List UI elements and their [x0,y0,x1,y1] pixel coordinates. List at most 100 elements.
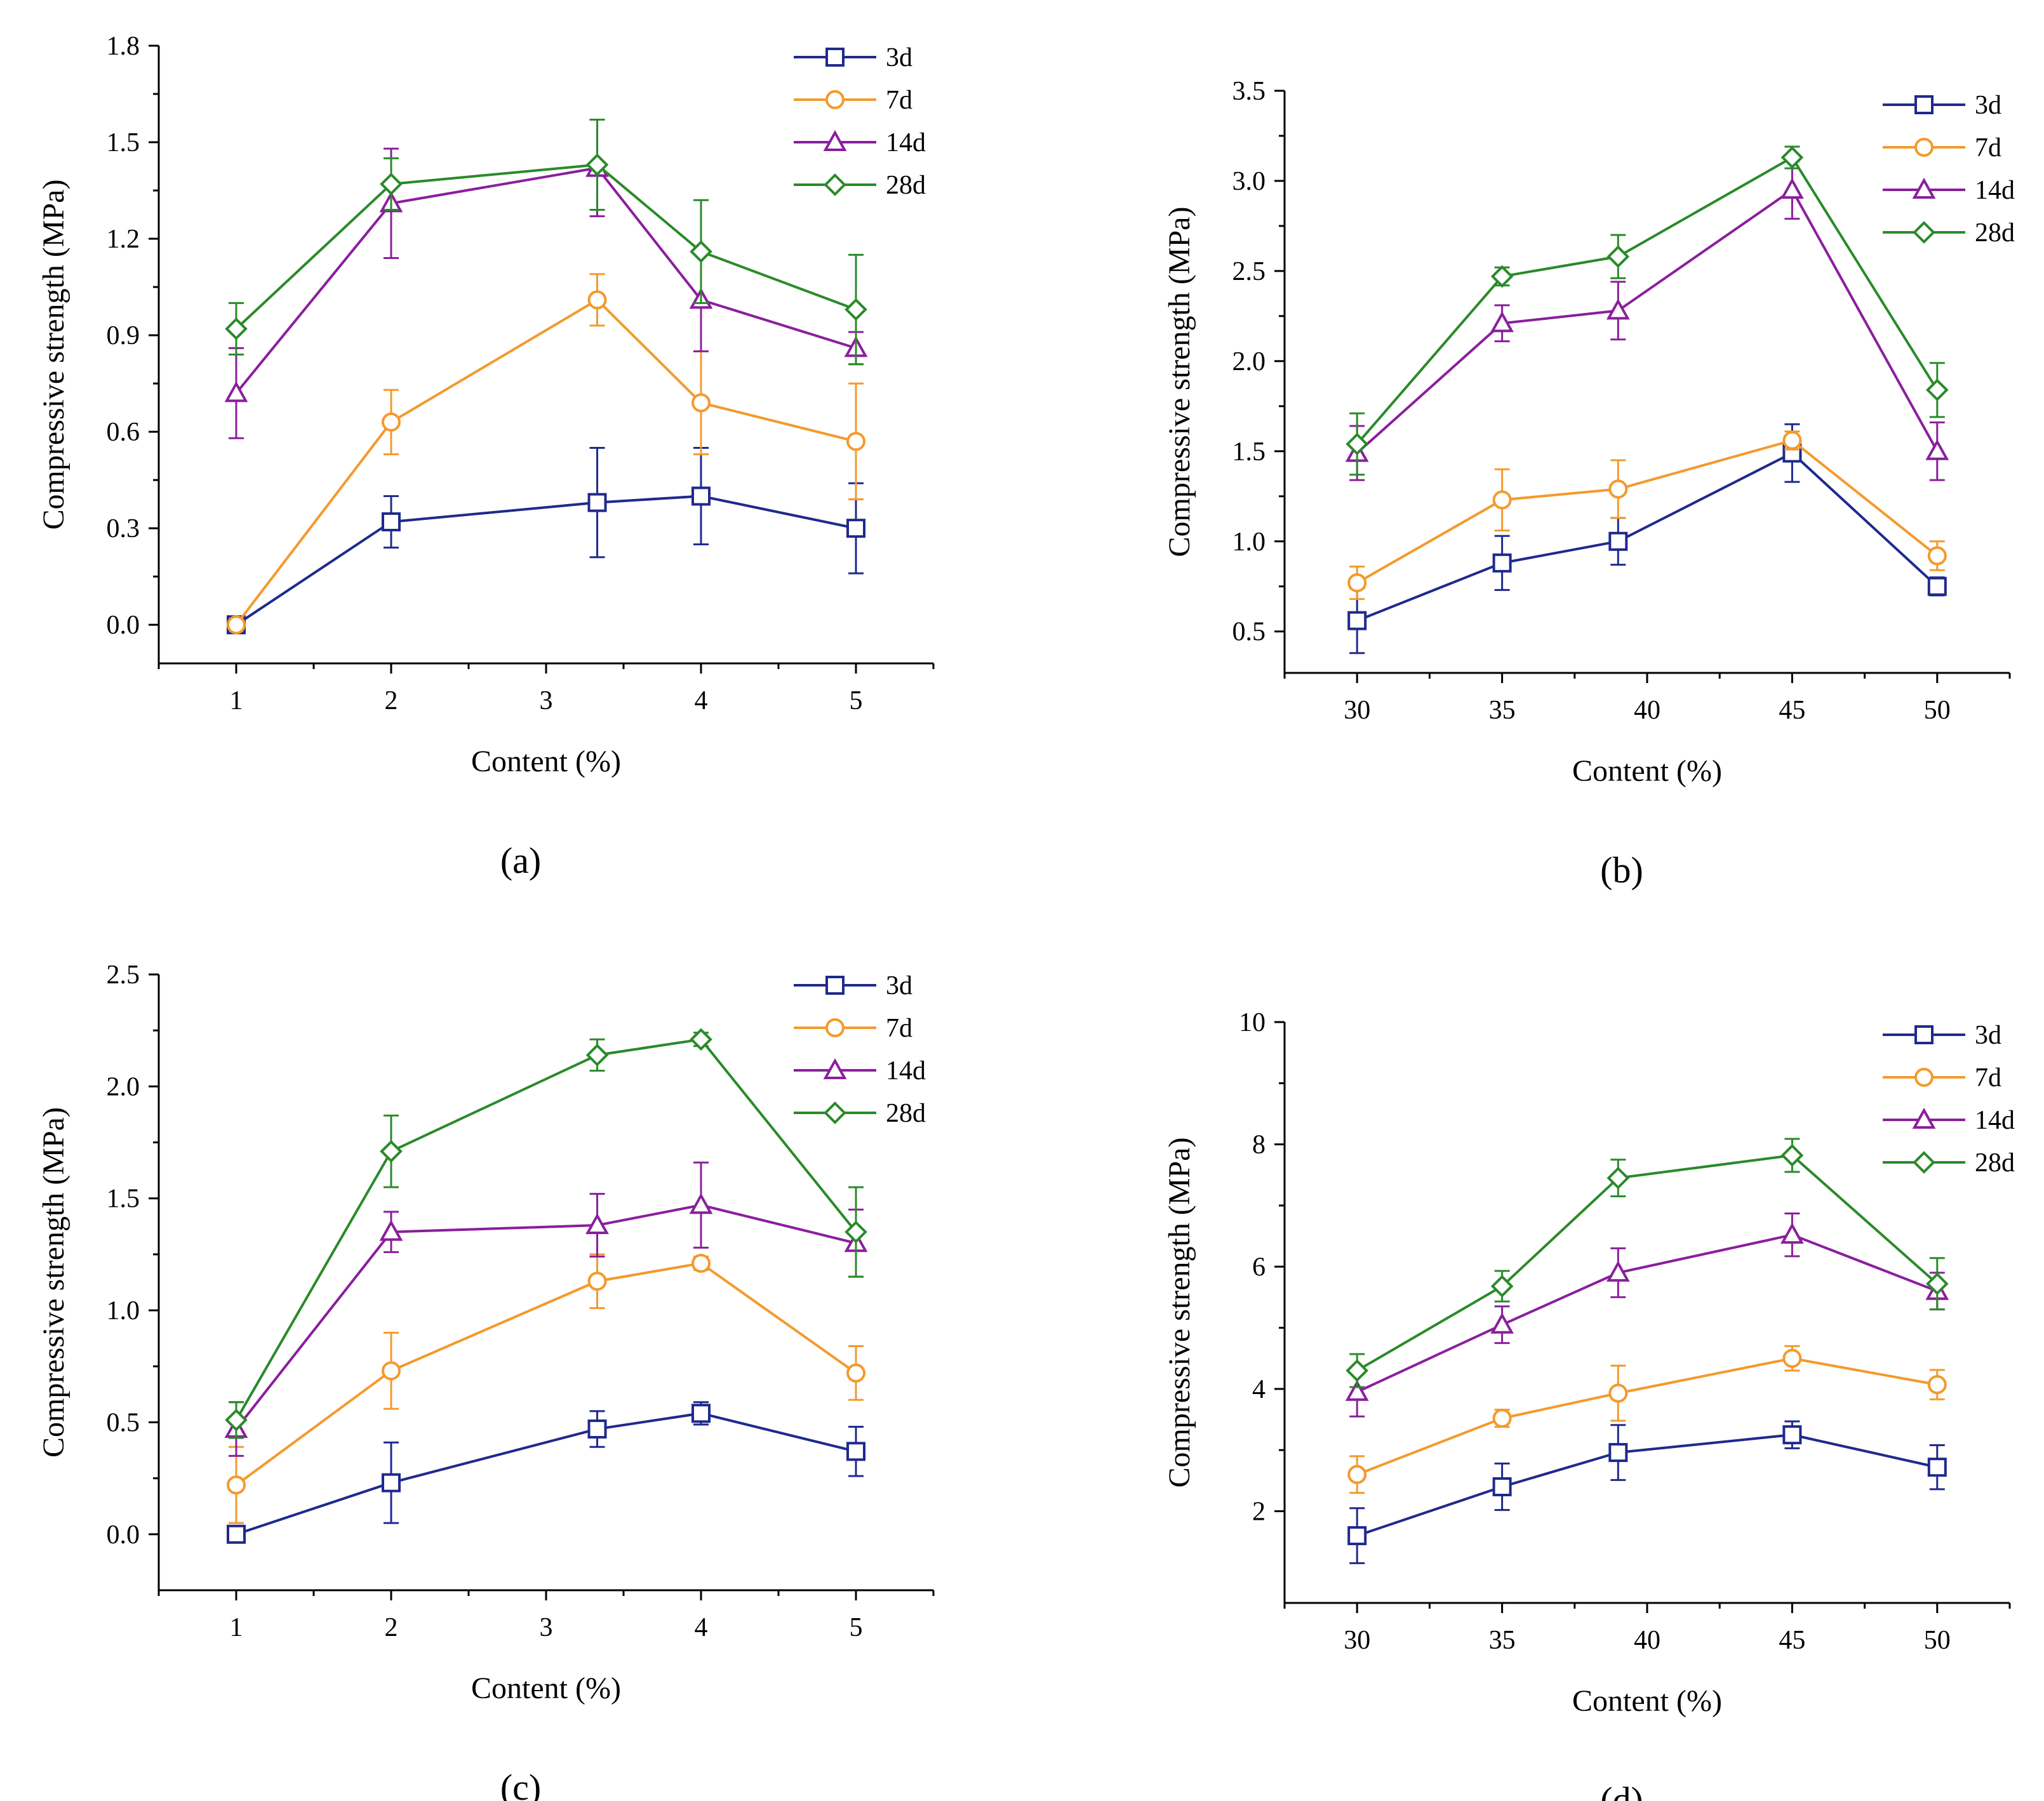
data-point [225,317,248,340]
data-point [227,1475,246,1495]
series-line [235,298,857,626]
data-point [1608,531,1628,551]
data-point [1606,1260,1630,1282]
y-tick-label: 10 [1239,1008,1266,1037]
legend-entry: 28d [794,171,926,200]
series-line [236,1412,857,1536]
series-line [1356,439,1939,584]
chart-panel-a: 0.0 0.3 0.6 0.9 1.2 1.5 1.8 1 2 3 4 5 Content (%) Com… [37,32,935,881]
y-tick-label: 8 [1252,1131,1266,1160]
x-tick-label: 50 [1924,696,1951,725]
data-point [1608,1443,1628,1463]
x-axis-label: Content (%) [471,745,621,778]
legend-marker [1914,1025,1934,1044]
legend-entry: 3d [1883,91,2001,120]
x-tick-label: 4 [695,1613,708,1642]
x-tick-label: 2 [385,1613,398,1642]
series-3d [227,1401,865,1544]
legend-marker [1913,221,1935,244]
data-point [227,1524,246,1544]
y-tick-label: 3.0 [1232,167,1266,196]
legend-label: 28d [886,171,926,200]
y-tick-label: 2.5 [107,960,140,990]
legend-marker [825,48,845,67]
y-tick-label: 1.5 [107,1185,140,1214]
y-axis-label: Compressive strength (MPa) [37,1107,70,1458]
chart-panel-c: 0.0 0.5 1.0 1.5 2.0 2.5 1 2 3 4 5 Content (%) Compre… [37,960,935,1801]
data-point [1490,265,1514,288]
data-point [1927,1375,1947,1395]
data-point [587,1419,607,1439]
x-tick-label: 30 [1344,696,1370,725]
data-point [689,1193,713,1214]
y-tick-label: 0.0 [107,611,140,640]
series-14d [224,119,868,439]
series-14d [1345,160,1949,481]
data-point [1492,1477,1512,1496]
legend-label: 7d [886,1014,912,1043]
legend-marker [1912,1107,1936,1129]
data-point [1492,1409,1512,1428]
data-point [1345,1379,1369,1401]
x-tick-label: 1 [230,1613,243,1642]
x-tick-label: 45 [1779,1626,1805,1655]
legend-label: 7d [1975,133,2001,163]
x-tick-label: 30 [1344,1626,1370,1655]
data-point [380,1140,403,1163]
legend-entry: 14d [1883,1106,2015,1135]
series-line [1356,1433,1938,1537]
y-tick-label: 0.0 [107,1520,140,1550]
legend-marker [825,1018,845,1037]
data-point [845,298,867,321]
y-axis-label: Compressive strength (MPa) [1163,207,1196,557]
legend-entry: 14d [794,1056,926,1086]
data-point [1492,490,1512,510]
data-point [1782,430,1802,450]
legend-label: 14d [1975,1106,2015,1135]
series-line [235,1038,857,1421]
data-point [1782,1348,1802,1368]
data-point [1925,378,1949,402]
legend-marker [1913,1151,1935,1174]
y-tick-label: 2.0 [1232,347,1266,376]
y-tick-label: 1.0 [1232,528,1266,557]
data-point [225,1409,248,1432]
series-28d [225,1028,867,1439]
y-tick-label: 1.5 [1232,437,1266,467]
data-point [1780,178,1804,199]
series-3d [227,446,865,635]
data-point [382,412,401,432]
legend-label: 7d [886,86,912,115]
x-tick-label: 40 [1634,696,1660,725]
x-tick-label: 5 [850,1613,863,1642]
legend-label: 14d [886,1056,926,1086]
panel-caption: (c) [500,1767,541,1801]
data-point [1780,1144,1804,1167]
legend-label: 28d [1975,1148,2015,1178]
data-point [585,1213,609,1235]
legend-entry: 28d [794,1099,926,1128]
legend-entry: 3d [794,43,912,72]
data-point [1490,311,1514,333]
legend-marker [825,90,845,109]
data-point [1347,611,1367,630]
x-axis-label: Content (%) [471,1671,621,1705]
data-point [1925,439,1949,460]
data-point [382,1473,401,1492]
data-point [1346,432,1369,456]
data-point [585,153,609,176]
legend-entry: 3d [1883,1021,2001,1050]
series-7d [1347,1345,1947,1494]
x-axis-label: Content (%) [1572,1684,1722,1718]
data-point [379,1219,403,1241]
data-point [845,1220,867,1244]
legend-marker [1914,138,1934,157]
legend-entry: 28d [1883,218,2015,248]
series-7d [1347,430,1947,601]
legend-entry: 7d [794,1014,912,1043]
y-tick-label: 2.5 [1232,257,1266,286]
series-28d [1346,145,1949,476]
series-line [235,166,857,394]
data-point [382,512,401,532]
data-point [1347,573,1367,593]
